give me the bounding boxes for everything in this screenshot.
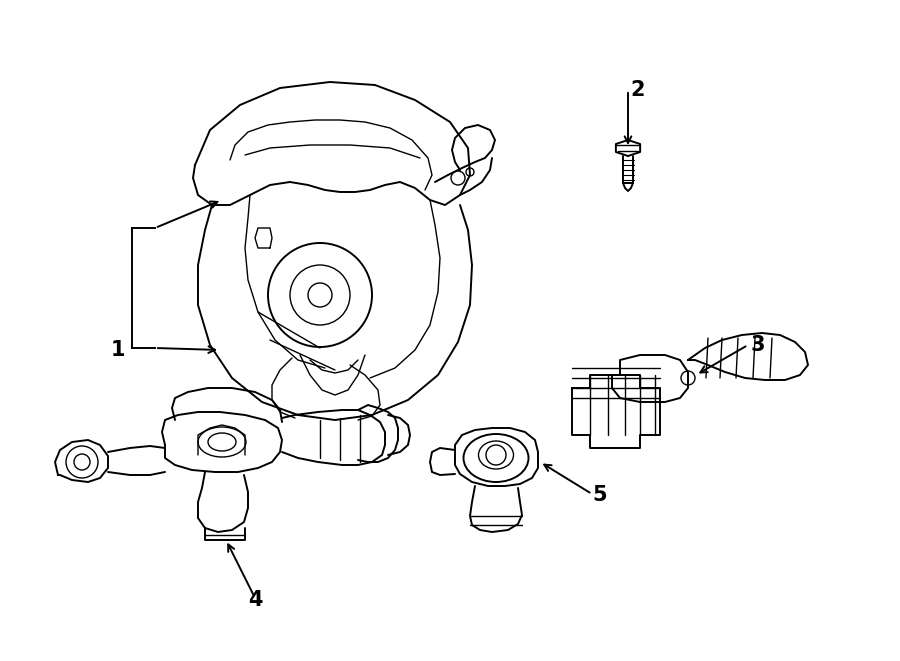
Text: 5: 5 — [593, 485, 608, 505]
Text: 3: 3 — [751, 335, 765, 355]
Text: 4: 4 — [248, 590, 262, 610]
Text: 2: 2 — [631, 80, 645, 100]
Text: 1: 1 — [111, 340, 125, 360]
